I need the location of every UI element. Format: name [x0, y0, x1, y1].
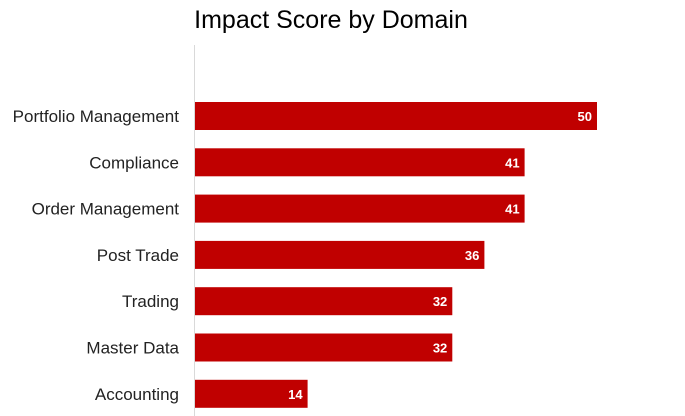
bar-post-trade	[195, 240, 485, 269]
bar-portfolio-management	[195, 102, 597, 130]
category-label-compliance: Compliance	[89, 153, 179, 172]
bar-trading	[195, 287, 453, 316]
category-label-order-management: Order Management	[32, 200, 180, 219]
category-label-accounting: Accounting	[95, 385, 179, 404]
value-label-post-trade: 36	[465, 248, 479, 263]
bars-layer: Portfolio Management 50 Compliance 41 Order …	[13, 102, 597, 408]
category-label-portfolio-management: Portfolio Management	[13, 107, 180, 126]
value-label-master-data: 32	[433, 341, 447, 356]
value-label-trading: 32	[433, 294, 447, 309]
value-label-portfolio-management: 50	[578, 109, 592, 124]
bar-compliance	[195, 148, 525, 177]
category-label-trading: Trading	[122, 292, 179, 311]
value-label-compliance: 41	[505, 155, 519, 170]
value-label-order-management: 41	[505, 202, 519, 217]
bar-order-management	[195, 194, 525, 223]
bar-master-data	[195, 333, 453, 362]
category-label-post-trade: Post Trade	[97, 246, 179, 265]
category-label-master-data: Master Data	[86, 339, 179, 358]
value-label-accounting: 14	[288, 387, 303, 402]
bar-accounting	[195, 379, 308, 408]
chart-title: Impact Score by Domain	[194, 6, 468, 34]
